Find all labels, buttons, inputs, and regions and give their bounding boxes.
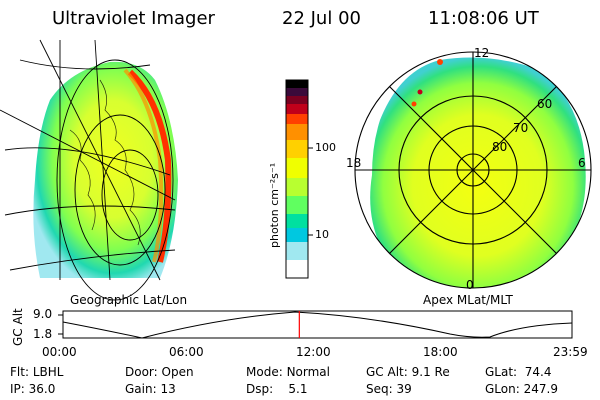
info-flt: Flt: LBHL [10,365,64,379]
altitude-ylabel: GC Alt [11,308,25,346]
left-image [0,39,179,301]
colorbar-segment [286,96,308,104]
colorbar-segment [286,140,308,158]
time-tick: 18:00 [423,345,458,359]
mlt-label-12: 12 [474,46,490,60]
colorbar-tick-100: 100 [315,141,336,154]
mlat-label-60: 60 [537,97,553,111]
info-gcalt: GC Alt: 9.1 Re [366,365,450,379]
time-tick: 23:59 [553,345,588,359]
colorbar-segment [286,228,308,242]
date-label: 22 Jul 00 [282,8,361,29]
mlt-label-18: 18 [346,156,362,170]
colorbar-tick-10: 10 [315,228,329,241]
colorbar-segment [286,104,308,114]
mlt-label-0: 0 [466,278,474,292]
mlt-label-6: 6 [578,156,586,170]
altitude-ytick-high: 9.0 [33,307,53,321]
info-gain: Gain: 13 [125,382,176,396]
info-mode: Mode: Normal [246,365,330,379]
time-tick: 06:00 [169,345,204,359]
mlat-label-80: 80 [492,140,508,154]
info-glon: GLon: 247.9 [485,382,558,396]
info-door: Door: Open [125,365,194,379]
info-dsp: Dsp: 5.1 [246,382,308,396]
right-panel-label: Apex MLat/MLT [423,293,513,307]
info-seq: Seq: 39 [366,382,412,396]
altitude-plot [58,310,573,339]
colorbar-segment [286,242,308,260]
colorbar [285,79,313,279]
colorbar-segment [286,196,308,214]
altitude-ytick-low: 1.8 [33,327,53,341]
colorbar-segment [286,178,308,196]
info-ip: IP: 36.0 [10,382,56,396]
colorbar-unit-label: photon cm⁻²s⁻¹ [268,162,281,248]
mlat-label-70: 70 [513,121,529,135]
time-tick: 00:00 [42,345,77,359]
colorbar-segment [286,214,308,228]
colorbar-segment [286,158,308,178]
colorbar-segment [286,80,308,88]
colorbar-segment [286,260,308,278]
colorbar-segment [286,114,308,124]
polar-plot [354,51,592,289]
left-panel-label: Geographic Lat/Lon [70,293,188,307]
colorbar-segment [286,88,308,96]
instrument-title: Ultraviolet Imager [52,8,215,29]
info-glat: GLat: 74.4 [485,365,552,379]
time-label: 11:08:06 UT [428,8,539,29]
time-tick: 12:00 [296,345,331,359]
colorbar-segment [286,124,308,140]
